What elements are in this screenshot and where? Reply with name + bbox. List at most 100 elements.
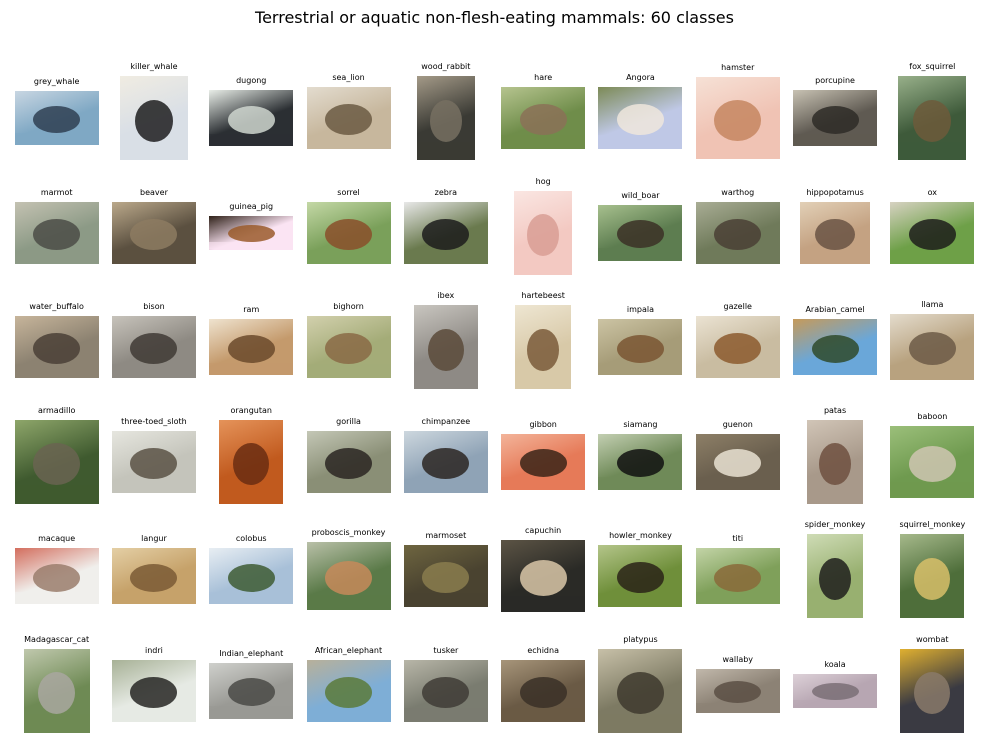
animal-photo bbox=[306, 659, 391, 722]
photo-ground bbox=[695, 364, 780, 378]
animal-silhouette bbox=[33, 106, 81, 134]
animal-silhouette bbox=[422, 447, 470, 479]
animal-silhouette bbox=[134, 99, 173, 142]
grid-cell: macaque bbox=[8, 520, 105, 634]
animal-silhouette bbox=[33, 443, 81, 486]
animal-silhouette bbox=[811, 683, 859, 701]
animal-photo bbox=[403, 659, 488, 722]
photo-ground bbox=[598, 248, 683, 261]
photo-ground bbox=[111, 591, 196, 604]
photo-ground bbox=[501, 477, 586, 490]
grid-cell: hog bbox=[495, 177, 592, 291]
photo-ground bbox=[900, 714, 965, 733]
photo-ground bbox=[209, 362, 294, 375]
class-label: three-toed_sloth bbox=[121, 416, 187, 426]
animal-silhouette bbox=[616, 672, 664, 715]
figure-title: Terrestrial or aquatic non-flesh-eating … bbox=[255, 8, 734, 27]
class-label: gibbon bbox=[529, 419, 557, 429]
class-label: siamang bbox=[623, 419, 658, 429]
animal-silhouette bbox=[227, 105, 275, 134]
photo-ground bbox=[695, 249, 780, 264]
animal-silhouette bbox=[908, 332, 956, 366]
animal-photo bbox=[219, 419, 284, 504]
animal-photo bbox=[501, 659, 586, 722]
animal-photo bbox=[14, 201, 99, 264]
class-label: spider_monkey bbox=[804, 520, 866, 529]
animal-silhouette bbox=[130, 676, 178, 708]
photo-ground bbox=[403, 478, 488, 493]
photo-ground bbox=[209, 591, 294, 604]
grid-cell: ram bbox=[203, 291, 300, 405]
photo-ground bbox=[14, 591, 99, 604]
animal-photo bbox=[515, 305, 572, 389]
class-label: gazelle bbox=[723, 302, 752, 311]
grid-cell: grey_whale bbox=[8, 62, 105, 176]
animal-silhouette bbox=[527, 328, 559, 371]
animal-silhouette bbox=[227, 334, 275, 363]
class-label: wood_rabbit bbox=[421, 62, 471, 71]
animal-silhouette bbox=[233, 443, 270, 486]
photo-ground bbox=[306, 595, 391, 610]
animal-photo bbox=[111, 316, 196, 378]
animal-silhouette bbox=[33, 563, 81, 592]
grid-cell: baboon bbox=[884, 406, 981, 520]
animal-photo bbox=[598, 319, 683, 375]
animal-silhouette bbox=[38, 672, 76, 715]
photo-ground bbox=[890, 481, 975, 498]
grid-cell: Indian_elephant bbox=[203, 635, 300, 749]
animal-silhouette bbox=[616, 562, 664, 594]
class-label: llama bbox=[921, 300, 944, 309]
animal-silhouette bbox=[714, 333, 762, 365]
animal-silhouette bbox=[714, 680, 762, 703]
class-label: marmoset bbox=[425, 531, 467, 540]
grid-cell: tusker bbox=[397, 635, 494, 749]
photo-ground bbox=[111, 707, 196, 722]
animal-photo bbox=[898, 76, 967, 160]
animal-photo bbox=[119, 76, 188, 160]
animal-silhouette bbox=[908, 218, 956, 250]
grid-cell: three-toed_sloth bbox=[105, 406, 202, 520]
photo-ground bbox=[900, 599, 965, 618]
animal-silhouette bbox=[819, 443, 851, 486]
animal-silhouette bbox=[325, 447, 373, 479]
animal-photo bbox=[111, 201, 196, 264]
grid-cell: Angora bbox=[592, 62, 689, 176]
animal-photo bbox=[306, 542, 391, 610]
animal-silhouette bbox=[130, 333, 178, 365]
animal-silhouette bbox=[227, 225, 275, 243]
class-label: platypus bbox=[623, 634, 658, 644]
photo-ground bbox=[598, 135, 683, 149]
grid-cell: patas bbox=[786, 406, 883, 520]
class-label: impala bbox=[626, 305, 654, 314]
photo-ground bbox=[695, 591, 780, 604]
photo-ground bbox=[793, 362, 878, 375]
animal-photo bbox=[209, 90, 294, 146]
photo-ground bbox=[501, 135, 586, 149]
class-label: tusker bbox=[433, 645, 459, 655]
class-label: porcupine bbox=[815, 76, 855, 85]
animal-photo bbox=[793, 319, 878, 375]
animal-photo bbox=[598, 433, 683, 490]
class-label: Angora bbox=[626, 73, 655, 82]
class-label: water_buffalo bbox=[29, 302, 84, 311]
class-label: sea_lion bbox=[332, 73, 365, 82]
photo-ground bbox=[306, 364, 391, 378]
class-label: killer_whale bbox=[130, 62, 178, 71]
animal-silhouette bbox=[422, 676, 470, 708]
animal-photo bbox=[209, 662, 294, 719]
photo-ground bbox=[793, 133, 878, 146]
animal-photo bbox=[890, 425, 975, 498]
photo-ground bbox=[514, 256, 573, 275]
animal-silhouette bbox=[519, 560, 567, 597]
grid-cell: siamang bbox=[592, 406, 689, 520]
animal-photo bbox=[403, 545, 488, 607]
class-label: squirrel_monkey bbox=[899, 520, 966, 529]
animal-silhouette bbox=[429, 99, 463, 142]
grid-cell: wombat bbox=[884, 635, 981, 749]
class-label: hippopotamus bbox=[806, 187, 864, 197]
animal-photo bbox=[501, 433, 586, 490]
animal-silhouette bbox=[227, 678, 275, 707]
photo-ground bbox=[306, 707, 391, 722]
grid-cell: bison bbox=[105, 291, 202, 405]
grid-cell: llama bbox=[884, 291, 981, 405]
